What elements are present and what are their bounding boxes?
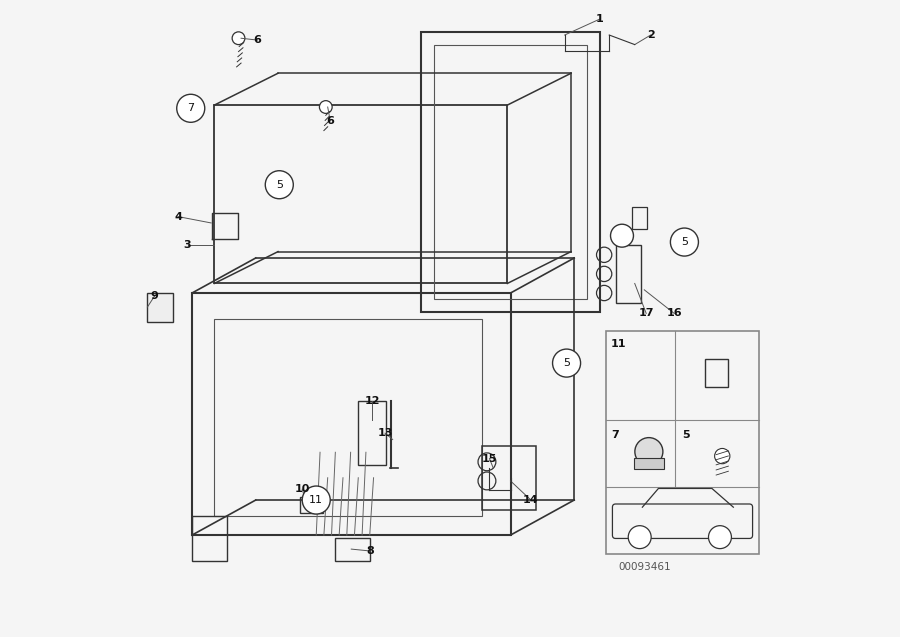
Bar xyxy=(705,359,727,387)
Text: 13: 13 xyxy=(377,428,392,438)
Text: 16: 16 xyxy=(666,308,682,318)
Text: 17: 17 xyxy=(638,308,654,318)
Bar xyxy=(357,401,386,465)
Circle shape xyxy=(266,171,293,199)
Circle shape xyxy=(302,486,330,514)
Bar xyxy=(606,331,759,554)
Text: 7: 7 xyxy=(187,103,194,113)
Text: 2: 2 xyxy=(647,30,654,40)
Text: 1: 1 xyxy=(596,14,604,24)
Text: 10: 10 xyxy=(294,484,310,494)
Text: 14: 14 xyxy=(523,495,539,505)
Text: 6: 6 xyxy=(327,116,334,126)
Bar xyxy=(336,538,371,561)
Circle shape xyxy=(320,101,332,113)
Bar xyxy=(482,446,536,510)
Circle shape xyxy=(553,349,580,377)
Text: 6: 6 xyxy=(254,35,262,45)
Circle shape xyxy=(634,438,663,466)
Circle shape xyxy=(670,228,698,256)
Bar xyxy=(192,516,227,561)
Bar xyxy=(301,497,322,513)
Text: 11: 11 xyxy=(611,339,626,349)
Bar xyxy=(632,207,647,229)
Text: 3: 3 xyxy=(184,240,192,250)
Text: 11: 11 xyxy=(310,495,323,505)
Text: 8: 8 xyxy=(366,546,374,556)
Text: 12: 12 xyxy=(364,396,380,406)
Circle shape xyxy=(232,32,245,45)
Text: 00093461: 00093461 xyxy=(618,562,670,572)
Text: 5: 5 xyxy=(563,358,570,368)
Circle shape xyxy=(176,94,205,122)
Bar xyxy=(192,293,510,535)
Bar xyxy=(148,293,173,322)
Bar xyxy=(434,45,587,299)
Circle shape xyxy=(628,526,652,548)
Text: 7: 7 xyxy=(611,430,619,440)
Bar xyxy=(616,245,641,303)
Text: 5: 5 xyxy=(681,237,688,247)
Text: 5: 5 xyxy=(682,430,690,440)
Text: 5: 5 xyxy=(275,180,283,190)
Circle shape xyxy=(715,448,730,464)
Circle shape xyxy=(610,224,634,247)
Text: 9: 9 xyxy=(150,291,158,301)
Bar xyxy=(421,32,599,312)
Bar xyxy=(214,318,482,516)
Text: 4: 4 xyxy=(174,211,182,222)
Text: 15: 15 xyxy=(482,454,497,464)
Circle shape xyxy=(708,526,732,548)
Bar xyxy=(634,458,664,469)
Bar xyxy=(214,105,508,283)
